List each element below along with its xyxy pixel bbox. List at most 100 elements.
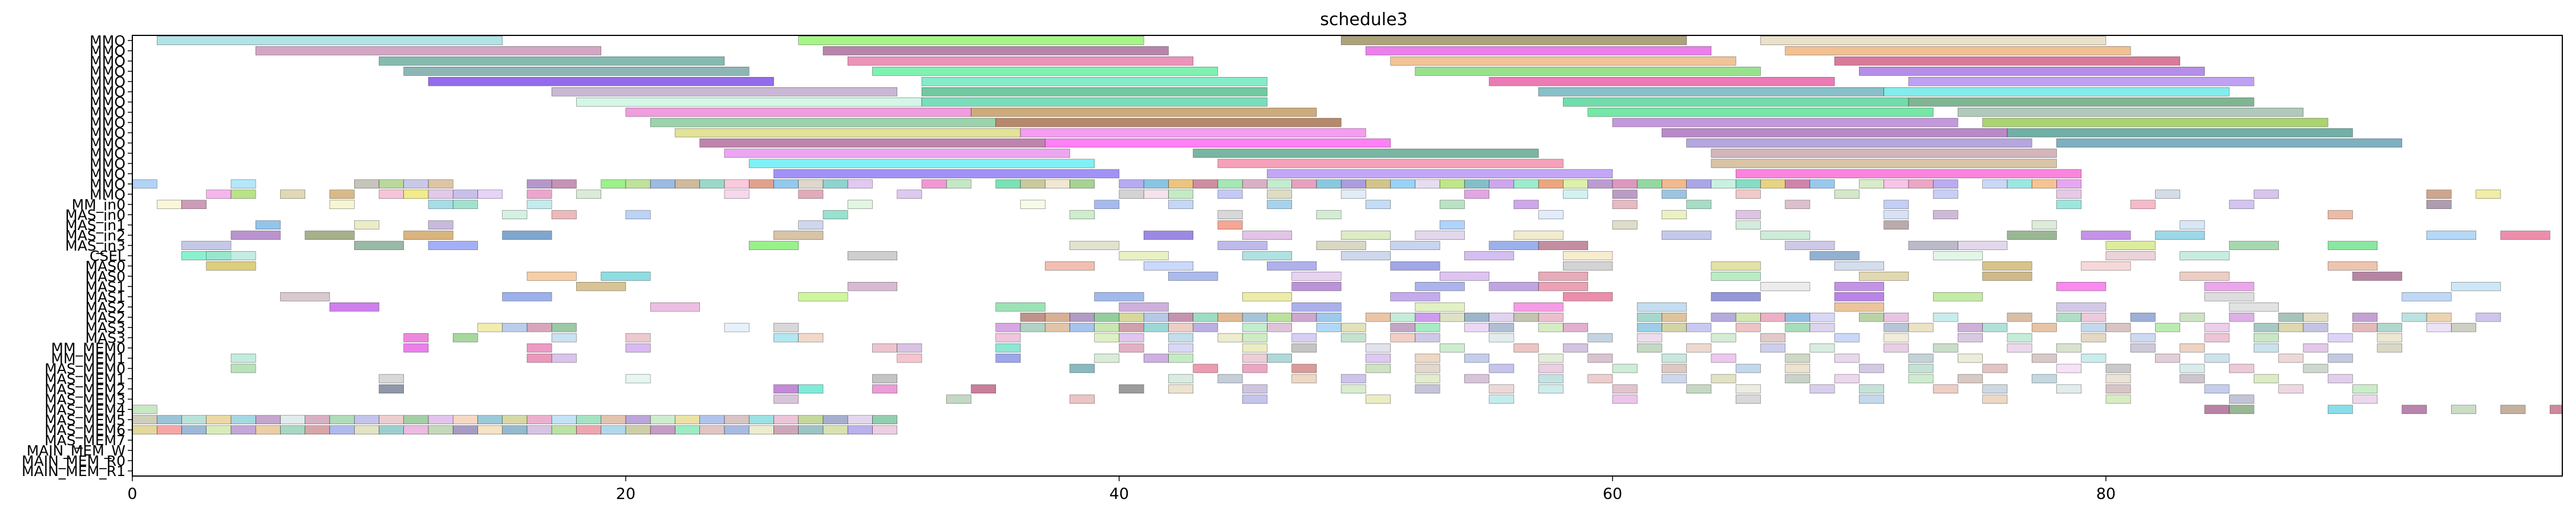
task-bar xyxy=(1834,374,1860,384)
task-bar xyxy=(2254,374,2279,384)
task-bar xyxy=(1267,322,1292,332)
task-bar xyxy=(1563,251,1613,260)
task-bar xyxy=(2327,405,2353,414)
task-bar xyxy=(1513,200,1539,209)
task-bar xyxy=(305,415,330,425)
task-bar xyxy=(1785,364,1811,373)
task-bar xyxy=(1563,292,1613,301)
task-bar xyxy=(921,76,1267,86)
task-bar xyxy=(1415,282,1465,291)
task-bar xyxy=(2451,405,2476,414)
task-bar xyxy=(526,179,552,189)
task-bar xyxy=(2303,322,2328,332)
task-bar xyxy=(1859,272,1909,281)
task-bar xyxy=(1143,190,1169,199)
task-bar xyxy=(1217,374,1243,384)
task-bar xyxy=(2056,384,2081,394)
task-bar xyxy=(847,251,898,260)
task-bar xyxy=(1834,333,1860,342)
task-bar xyxy=(230,425,256,435)
task-bar xyxy=(403,231,453,240)
task-bar xyxy=(477,415,503,425)
task-bar xyxy=(1489,322,1514,332)
task-bar xyxy=(1859,179,1884,189)
task-bar xyxy=(1340,333,1366,342)
task-bar xyxy=(2180,220,2205,229)
task-bar xyxy=(847,282,898,291)
task-bar xyxy=(2327,261,2377,271)
task-bar xyxy=(1489,179,1514,189)
task-bar xyxy=(428,241,478,250)
task-bar xyxy=(1538,312,1564,322)
task-bar xyxy=(526,272,577,281)
task-bar xyxy=(255,415,281,425)
task-bar xyxy=(2204,282,2254,291)
task-bar xyxy=(132,415,157,425)
task-bar xyxy=(2007,333,2032,342)
task-bar xyxy=(1242,333,1267,342)
task-bar xyxy=(1563,322,1588,332)
task-bar xyxy=(921,87,1267,96)
task-bar xyxy=(1340,190,1366,199)
task-bar xyxy=(2500,405,2526,414)
task-bar xyxy=(724,415,750,425)
task-bar xyxy=(650,179,675,189)
task-bar xyxy=(2204,292,2254,301)
task-bar xyxy=(1070,364,1095,373)
task-bar xyxy=(1267,353,1292,363)
task-bar xyxy=(2229,394,2254,404)
task-bar xyxy=(1044,312,1070,322)
task-bar xyxy=(1044,138,1391,148)
task-bar xyxy=(255,425,281,435)
task-bar xyxy=(255,220,281,229)
task-bar xyxy=(1020,322,1046,332)
task-bar xyxy=(1662,312,1687,322)
task-bar xyxy=(1538,322,1564,332)
task-bar xyxy=(1415,66,1761,76)
task-bar xyxy=(1464,190,1489,199)
task-bar xyxy=(1538,364,1564,373)
task-bar xyxy=(452,333,478,342)
task-bar xyxy=(156,425,182,435)
y-tick-label: MAS_MEM0 xyxy=(44,360,125,377)
task-bar xyxy=(2105,322,2131,332)
task-bar xyxy=(650,415,675,425)
task-bar xyxy=(2180,374,2205,384)
task-bar xyxy=(2031,179,2057,189)
task-bar xyxy=(601,179,626,189)
y-tick-label: MMO xyxy=(90,63,125,80)
task-bar xyxy=(1464,322,1489,332)
task-bar xyxy=(502,292,552,301)
task-bar xyxy=(403,425,429,435)
task-bar xyxy=(724,322,750,332)
task-bar xyxy=(1686,138,2032,148)
task-bar xyxy=(1711,261,1761,271)
task-bar xyxy=(1637,312,1662,322)
task-bar xyxy=(1439,312,1465,322)
task-bar xyxy=(1735,169,2081,179)
task-bar xyxy=(2155,231,2205,240)
task-bar xyxy=(1662,179,1687,189)
task-bar xyxy=(1291,374,1317,384)
task-bar xyxy=(1538,87,1884,96)
task-bar xyxy=(1859,394,1884,404)
task-bar xyxy=(1291,179,1317,189)
task-bar xyxy=(995,302,1046,312)
task-bar xyxy=(2130,343,2156,353)
task-bar xyxy=(1933,179,1958,189)
task-bar xyxy=(1316,210,1342,220)
task-bar xyxy=(1119,333,1144,342)
task-bar xyxy=(2229,302,2279,312)
task-bar xyxy=(1439,343,1465,353)
task-bar xyxy=(526,190,552,199)
task-bar xyxy=(2105,394,2131,404)
y-tick-label: MMO xyxy=(90,53,125,70)
task-bar xyxy=(354,425,379,435)
y-tick-label: MAS3 xyxy=(86,320,125,336)
task-bar xyxy=(872,374,898,384)
task-bar xyxy=(502,231,552,240)
task-bar xyxy=(1020,312,1046,322)
task-bar xyxy=(1884,322,1909,332)
task-bar xyxy=(428,179,453,189)
y-tick-label: MMO xyxy=(90,176,125,192)
